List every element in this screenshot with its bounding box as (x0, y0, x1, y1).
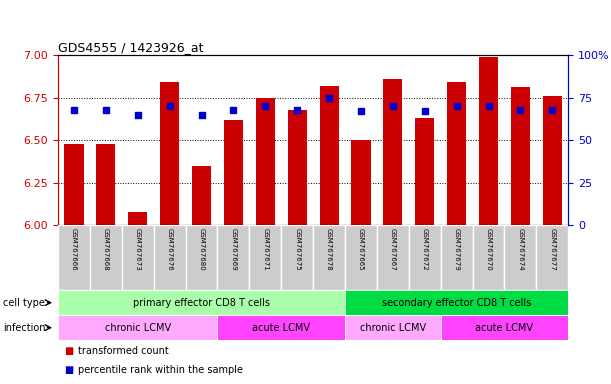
Text: acute LCMV: acute LCMV (252, 323, 310, 333)
Bar (447, 82, 466, 225)
Point (292, 106, 302, 113)
Bar (351, 140, 370, 225)
Bar (64, 144, 84, 225)
Bar (58, 315, 218, 340)
Point (547, 106, 557, 113)
Text: GSM767673: GSM767673 (135, 228, 141, 271)
Point (133, 112, 142, 118)
Point (260, 103, 270, 109)
Text: acute LCMV: acute LCMV (475, 323, 533, 333)
Bar (58, 225, 90, 290)
Point (229, 106, 238, 113)
Bar (313, 225, 345, 290)
Bar (218, 315, 345, 340)
Text: secondary effector CD8 T cells: secondary effector CD8 T cells (382, 298, 531, 308)
Bar (543, 96, 562, 225)
Bar (224, 120, 243, 225)
Point (452, 103, 461, 109)
Text: GSM767666: GSM767666 (71, 228, 77, 271)
Bar (218, 225, 249, 290)
Point (69, 106, 79, 113)
Text: GSM767678: GSM767678 (326, 228, 332, 271)
Point (324, 94, 334, 101)
Text: infection: infection (3, 323, 46, 333)
Bar (409, 225, 441, 290)
Bar (377, 225, 409, 290)
Point (388, 103, 398, 109)
Text: GSM767677: GSM767677 (549, 228, 555, 271)
Text: GSM767667: GSM767667 (390, 228, 396, 271)
Point (356, 108, 366, 114)
Text: GSM767665: GSM767665 (358, 228, 364, 271)
Text: GSM767671: GSM767671 (262, 228, 268, 271)
Point (165, 103, 175, 109)
Bar (479, 57, 498, 225)
Text: percentile rank within the sample: percentile rank within the sample (78, 365, 243, 375)
Bar (281, 225, 313, 290)
Text: ■: ■ (64, 365, 73, 375)
Bar (288, 109, 307, 225)
Text: transformed count: transformed count (78, 346, 169, 356)
Bar (90, 225, 122, 290)
Text: GSM767669: GSM767669 (230, 228, 236, 271)
Bar (128, 212, 147, 225)
Bar (345, 290, 568, 315)
Bar (97, 144, 115, 225)
Bar (58, 290, 345, 315)
Text: GSM767674: GSM767674 (518, 228, 524, 271)
Bar (383, 79, 403, 225)
Bar (256, 98, 275, 225)
Bar (441, 225, 472, 290)
Text: GSM767679: GSM767679 (453, 228, 459, 271)
Bar (320, 86, 338, 225)
Bar (536, 225, 568, 290)
Bar (415, 118, 434, 225)
Text: primary effector CD8 T cells: primary effector CD8 T cells (133, 298, 270, 308)
Text: GSM767672: GSM767672 (422, 228, 428, 271)
Bar (505, 225, 536, 290)
Bar (249, 225, 281, 290)
Bar (441, 315, 568, 340)
Bar (186, 225, 218, 290)
Text: ■: ■ (64, 346, 73, 356)
Text: GSM767668: GSM767668 (103, 228, 109, 271)
Bar (160, 82, 179, 225)
Bar (511, 88, 530, 225)
Text: GDS4555 / 1423926_at: GDS4555 / 1423926_at (58, 41, 203, 54)
Bar (122, 225, 154, 290)
Bar (192, 166, 211, 225)
Text: GSM767675: GSM767675 (294, 228, 300, 271)
Bar (345, 225, 377, 290)
Text: chronic LCMV: chronic LCMV (104, 323, 171, 333)
Point (516, 106, 525, 113)
Bar (472, 225, 505, 290)
Text: cell type: cell type (3, 298, 45, 308)
Text: GSM767680: GSM767680 (199, 228, 205, 271)
Bar (345, 315, 441, 340)
Point (484, 103, 494, 109)
Point (197, 112, 207, 118)
Point (420, 108, 430, 114)
Text: GSM767676: GSM767676 (167, 228, 173, 271)
Bar (154, 225, 186, 290)
Text: GSM767670: GSM767670 (486, 228, 491, 271)
Point (101, 106, 111, 113)
Text: chronic LCMV: chronic LCMV (360, 323, 426, 333)
